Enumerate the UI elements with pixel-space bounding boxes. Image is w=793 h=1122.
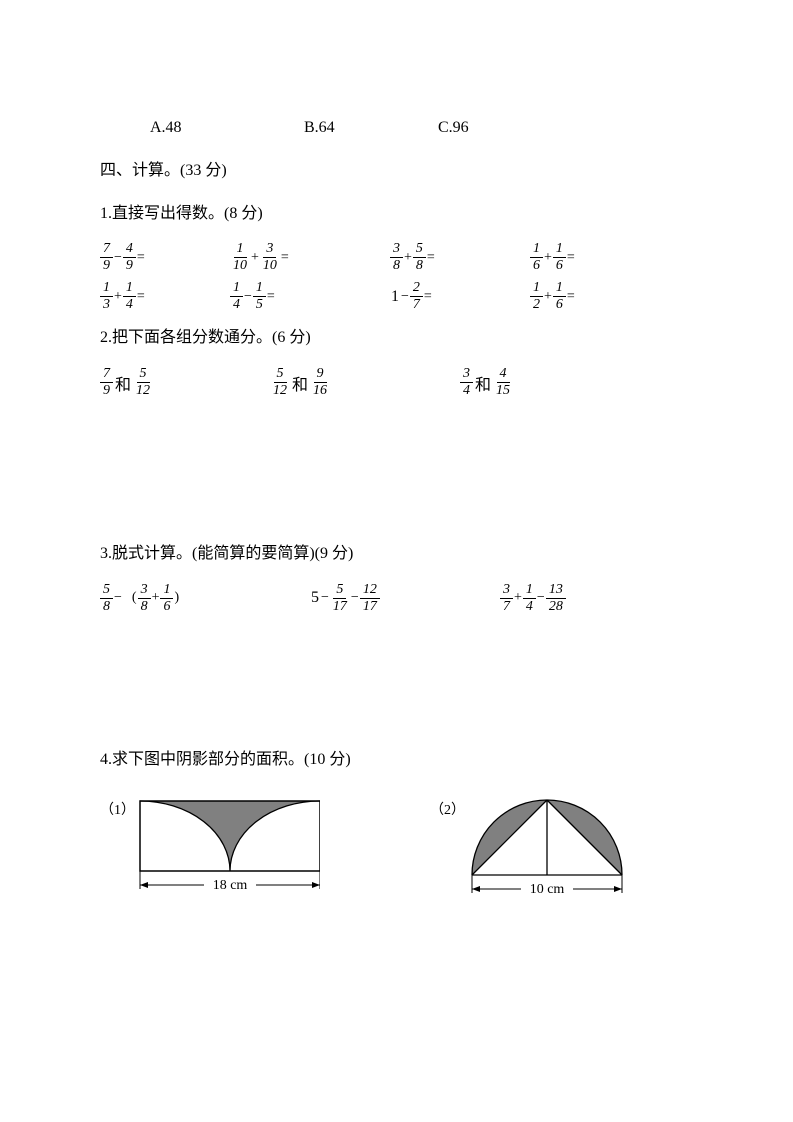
mc-a: A.48 xyxy=(150,114,300,143)
mc-options: A.48 B.64 C.96 xyxy=(100,114,693,143)
q1-row2: 13+14=14−15=1−27=12+16= xyxy=(100,281,693,312)
q1-row1: 79−49=110+310=38+58=16+16= xyxy=(100,242,693,273)
q4-fig1: （1） 18 cm xyxy=(100,793,360,903)
q2-row: 79和512512和91634和415 xyxy=(100,367,693,398)
q4-figures: （1） 18 cm （2） 10 cm xyxy=(100,793,693,903)
mc-b: B.64 xyxy=(304,114,434,143)
q3-title: 3.脱式计算。(能简算的要简算)(9 分) xyxy=(100,540,693,569)
q4-title: 4.求下图中阴影部分的面积。(10 分) xyxy=(100,746,693,775)
q2-title: 2.把下面各组分数通分。(6 分) xyxy=(100,324,693,353)
fig2-label: （2） xyxy=(430,799,465,819)
q3-row: 58− (38+16)5−517−121737+14−1328 xyxy=(100,583,693,614)
q4-fig2: （2） 10 cm xyxy=(430,793,630,903)
fig1-label: （1） xyxy=(100,799,135,819)
svg-text:10 cm: 10 cm xyxy=(530,882,565,897)
svg-text:18 cm: 18 cm xyxy=(213,878,248,893)
section-4-title: 四、计算。(33 分) xyxy=(100,157,693,186)
q1-title: 1.直接写出得数。(8 分) xyxy=(100,200,693,229)
mc-c: C.96 xyxy=(438,114,469,143)
